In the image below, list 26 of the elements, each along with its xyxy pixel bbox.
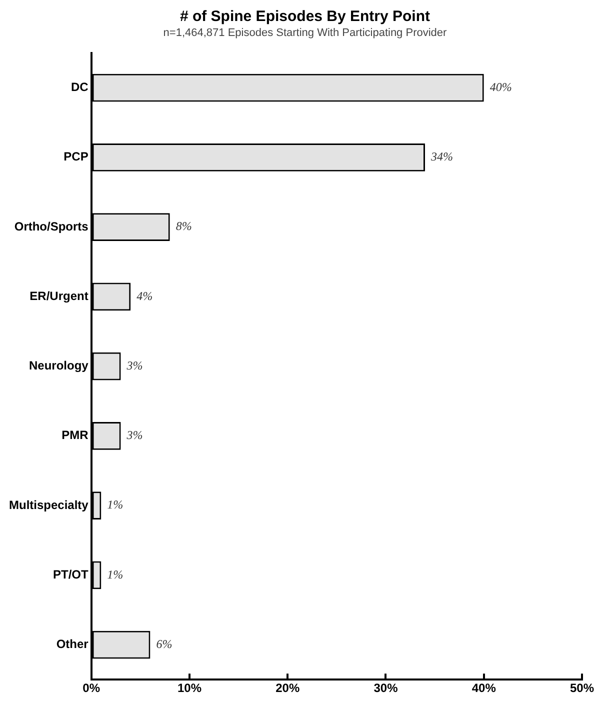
data-label: 4% [136, 288, 153, 303]
data-label: 8% [176, 219, 192, 234]
x-tick-label: 30% [374, 681, 398, 696]
y-tick-label: Neurology [29, 358, 89, 373]
data-label: 3% [126, 358, 143, 372]
y-tick-label: PCP [64, 150, 88, 164]
y-tick-label: Ortho/Sports [14, 219, 89, 234]
x-tick-label: 20% [276, 681, 300, 696]
data-label: 1% [107, 567, 124, 582]
x-tick-label: 40% [472, 681, 496, 696]
x-tick-label: 50% [570, 681, 594, 696]
x-tick-label: 10% [177, 681, 202, 696]
y-tick-label: Multispecialty [8, 498, 89, 512]
y-tick-label: DC [71, 80, 89, 94]
chart-title: # of Spine Episodes By Entry Point [178, 8, 432, 25]
y-tick-label: PMR [62, 428, 89, 442]
data-label: 1% [107, 498, 124, 512]
y-tick-label: ER/Urgent [30, 288, 88, 303]
x-tick-label: 0% [82, 681, 100, 696]
data-label: 40% [490, 80, 512, 94]
data-label: 3% [126, 428, 143, 442]
data-label: 6% [156, 636, 172, 651]
data-label: 34% [430, 150, 453, 164]
y-tick-label: Other [56, 637, 89, 652]
y-tick-label: PT/OT [53, 567, 90, 582]
chart-subtitle: n=1,464,871 Episodes Starting With Participating Provider [162, 27, 448, 39]
